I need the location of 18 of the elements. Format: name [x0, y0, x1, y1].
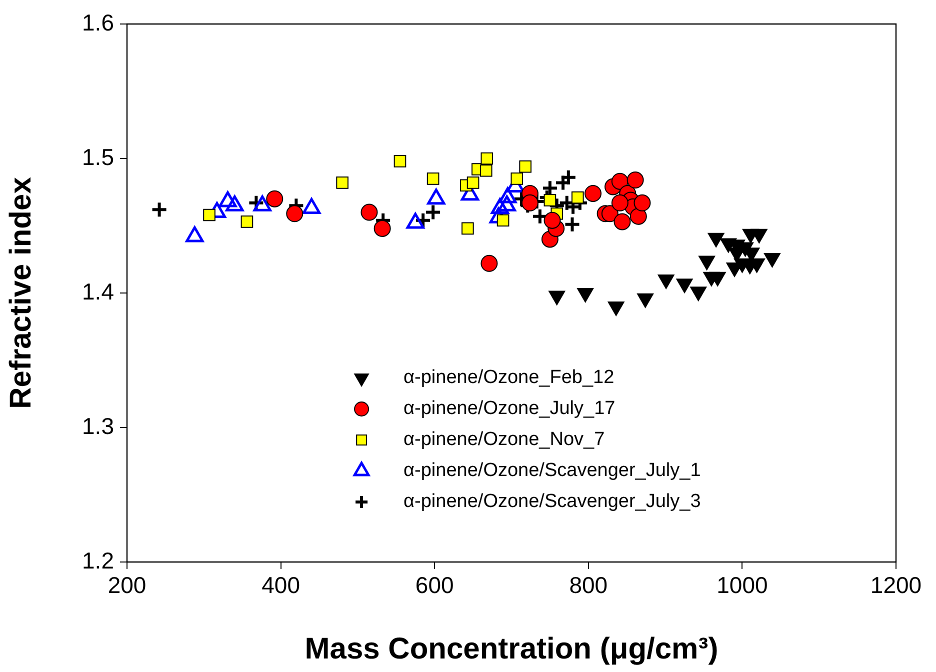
x-tick-label: 600 — [415, 572, 454, 598]
legend-label: α-pinene/Ozone_July_17 — [404, 398, 616, 420]
y-tick-label: 1.3 — [82, 412, 114, 439]
y-tick-label: 1.4 — [82, 278, 114, 304]
x-tick-label: 1200 — [870, 572, 922, 598]
legend-label: α-pinene/Ozone_Nov_7 — [404, 429, 605, 450]
x-tick-label: 200 — [108, 572, 146, 598]
x-tick-label: 800 — [569, 572, 608, 598]
x-tick-label: 400 — [262, 572, 300, 598]
legend-label: α-pinene/Ozone/Scavenger_July_3 — [404, 491, 701, 512]
y-tick-label: 1.6 — [82, 9, 114, 36]
y-tick-label: 1.2 — [82, 547, 114, 574]
y-tick-label: 1.5 — [82, 144, 114, 170]
x-axis-title: Mass Concentration (μg/cm³) — [304, 632, 718, 666]
y-axis-title: Refractive index — [4, 176, 38, 409]
legend-label: α-pinene/Ozone_Feb_12 — [404, 367, 614, 388]
legend-label: α-pinene/Ozone/Scavenger_July_1 — [404, 460, 701, 482]
x-tick-label: 1000 — [716, 572, 768, 598]
